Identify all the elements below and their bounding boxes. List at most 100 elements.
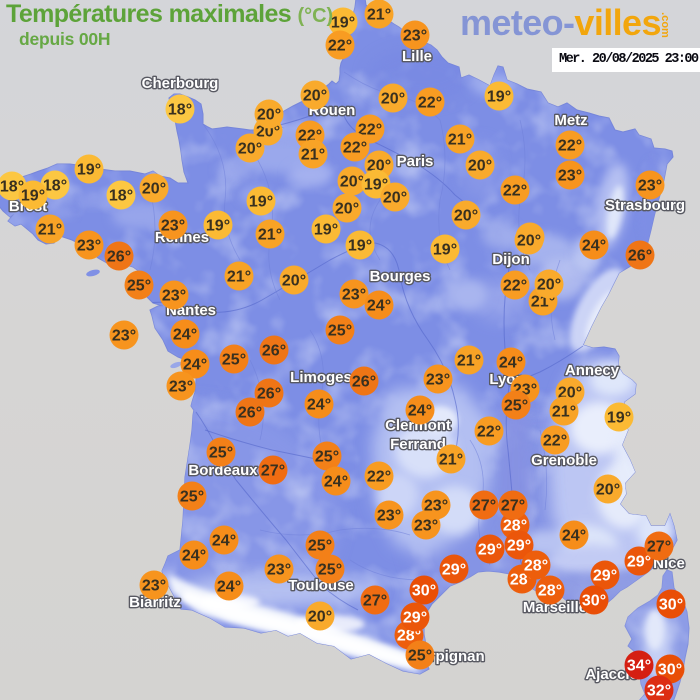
svg-text:26°: 26°	[262, 343, 286, 360]
svg-text:27°: 27°	[472, 498, 496, 515]
svg-text:23°: 23°	[638, 178, 662, 195]
svg-text:23°: 23°	[342, 287, 366, 304]
svg-text:18°: 18°	[109, 188, 133, 205]
svg-text:20°: 20°	[381, 91, 405, 108]
svg-text:28°: 28°	[397, 628, 421, 645]
svg-text:Paris: Paris	[397, 153, 434, 170]
svg-text:22°: 22°	[358, 122, 382, 139]
svg-text:20°: 20°	[308, 609, 332, 626]
svg-text:28°: 28°	[538, 583, 562, 600]
svg-text:34°: 34°	[627, 658, 651, 675]
svg-text:25°: 25°	[180, 489, 204, 506]
svg-text:21°: 21°	[38, 222, 62, 239]
svg-text:Bordeaux: Bordeaux	[188, 462, 258, 479]
svg-text:21°: 21°	[367, 7, 391, 24]
svg-text:22°: 22°	[418, 95, 442, 112]
svg-text:27°: 27°	[261, 463, 285, 480]
svg-text:29°: 29°	[478, 542, 502, 559]
svg-text:22°: 22°	[543, 433, 567, 450]
svg-text:24°: 24°	[582, 238, 606, 255]
svg-text:22°: 22°	[503, 183, 527, 200]
svg-text:23°: 23°	[403, 28, 427, 45]
svg-text:24°: 24°	[562, 528, 586, 545]
svg-text:29°: 29°	[627, 554, 651, 571]
svg-text:18°: 18°	[0, 179, 24, 196]
svg-text:23°: 23°	[162, 288, 186, 305]
svg-text:23°: 23°	[424, 498, 448, 515]
svg-text:23°: 23°	[161, 218, 185, 235]
svg-text:21°: 21°	[227, 269, 251, 286]
svg-text:19°: 19°	[21, 188, 45, 205]
svg-text:24°: 24°	[367, 298, 391, 315]
svg-text:Ferrand: Ferrand	[390, 436, 446, 453]
svg-text:Marseille: Marseille	[523, 599, 587, 616]
svg-text:22°: 22°	[367, 469, 391, 486]
svg-text:25°: 25°	[315, 449, 339, 466]
svg-text:24°: 24°	[408, 403, 432, 420]
svg-text:24°: 24°	[324, 474, 348, 491]
svg-text:22°: 22°	[503, 278, 527, 295]
svg-text:30°: 30°	[412, 583, 436, 600]
svg-text:25°: 25°	[328, 323, 352, 340]
svg-text:23°: 23°	[169, 379, 193, 396]
svg-text:21°: 21°	[301, 147, 325, 164]
svg-text:20°: 20°	[383, 190, 407, 207]
svg-text:25°: 25°	[408, 648, 432, 665]
svg-text:25°: 25°	[308, 538, 332, 555]
svg-text:28°: 28°	[503, 518, 527, 535]
svg-text:18°: 18°	[43, 178, 67, 195]
svg-text:24°: 24°	[183, 357, 207, 374]
svg-text:19°: 19°	[331, 15, 355, 32]
svg-text:Biarritz: Biarritz	[129, 594, 181, 611]
svg-text:26°: 26°	[107, 249, 131, 266]
svg-text:Dijon: Dijon	[492, 251, 530, 268]
svg-text:23°: 23°	[112, 328, 136, 345]
svg-text:26°: 26°	[628, 248, 652, 265]
svg-text:25°: 25°	[504, 398, 528, 415]
svg-text:30°: 30°	[658, 662, 682, 679]
svg-text:19°: 19°	[314, 222, 338, 239]
svg-text:23°: 23°	[377, 508, 401, 525]
svg-text:20°: 20°	[256, 124, 280, 141]
svg-text:20°: 20°	[596, 482, 620, 499]
svg-text:Lille: Lille	[402, 48, 432, 65]
svg-text:23°: 23°	[267, 562, 291, 579]
svg-text:30°: 30°	[582, 593, 606, 610]
svg-text:20°: 20°	[340, 174, 364, 191]
svg-text:Grenoble: Grenoble	[531, 452, 597, 469]
svg-text:20°: 20°	[468, 158, 492, 175]
svg-text:24°: 24°	[499, 355, 523, 372]
svg-text:29°: 29°	[403, 610, 427, 627]
svg-text:20°: 20°	[238, 141, 262, 158]
svg-text:20°: 20°	[257, 107, 281, 124]
svg-text:26°: 26°	[352, 374, 376, 391]
svg-text:25°: 25°	[222, 352, 246, 369]
svg-text:29°: 29°	[507, 538, 531, 555]
svg-text:20°: 20°	[335, 201, 359, 218]
svg-text:29°: 29°	[442, 562, 466, 579]
svg-text:20°: 20°	[537, 277, 561, 294]
svg-text:23°: 23°	[558, 168, 582, 185]
svg-text:24°: 24°	[173, 327, 197, 344]
svg-text:Strasbourg: Strasbourg	[605, 197, 685, 214]
svg-text:20°: 20°	[142, 181, 166, 198]
svg-text:19°: 19°	[77, 162, 101, 179]
svg-text:25°: 25°	[209, 445, 233, 462]
svg-text:20°: 20°	[517, 233, 541, 250]
svg-text:25°: 25°	[318, 562, 342, 579]
svg-text:19°: 19°	[249, 194, 273, 211]
svg-text:22°: 22°	[558, 138, 582, 155]
svg-text:Cherbourg: Cherbourg	[142, 75, 219, 92]
svg-text:23°: 23°	[142, 578, 166, 595]
svg-text:29°: 29°	[593, 568, 617, 585]
svg-text:24°: 24°	[217, 579, 241, 596]
svg-text:24°: 24°	[307, 397, 331, 414]
svg-text:20°: 20°	[282, 273, 306, 290]
svg-text:Bourges: Bourges	[370, 268, 431, 285]
svg-text:Clermont: Clermont	[385, 417, 451, 434]
svg-text:23°: 23°	[426, 372, 450, 389]
svg-text:32°: 32°	[647, 683, 671, 700]
svg-text:26°: 26°	[238, 405, 262, 422]
svg-text:19°: 19°	[487, 89, 511, 106]
svg-text:19°: 19°	[348, 238, 372, 255]
